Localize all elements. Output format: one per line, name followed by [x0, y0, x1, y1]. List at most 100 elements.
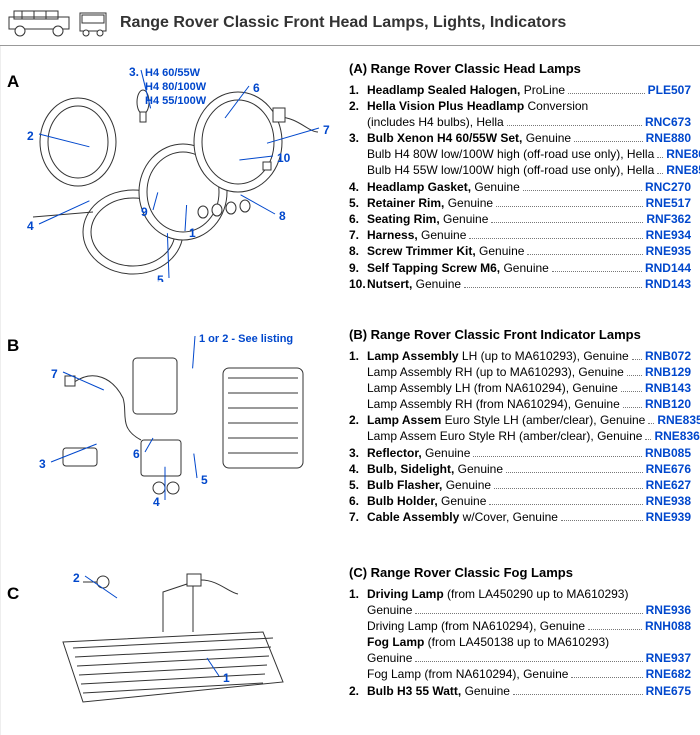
- part-row: 7.Cable Assembly w/Cover, GenuineRNE939: [349, 509, 691, 525]
- vehicle-side-icon: [8, 9, 72, 37]
- part-row: 7.Harness, GenuineRNE934: [349, 227, 691, 243]
- vehicle-icon-group: [8, 9, 108, 37]
- part-sku-link[interactable]: RNC673: [645, 114, 691, 130]
- diagram-c: 12: [23, 552, 343, 722]
- part-row: 3.Bulb Xenon H4 60/55W Set, GenuineRNE88…: [349, 130, 691, 146]
- part-number: 2.: [349, 98, 367, 114]
- part-number: 5.: [349, 477, 367, 493]
- part-sku-link[interactable]: RNE869: [666, 146, 700, 162]
- part-sku-link[interactable]: RNE936: [646, 602, 691, 618]
- part-desc: Driving Lamp (from NA610294), Genuine: [367, 618, 585, 634]
- part-desc: Hella Vision Plus Headlamp Conversion: [367, 98, 588, 114]
- part-sku-link[interactable]: RNH088: [645, 618, 691, 634]
- part-desc: Self Tapping Screw M6, Genuine: [367, 260, 549, 276]
- callout-label: H4 60/55W: [145, 67, 201, 79]
- part-sku-link[interactable]: RNE682: [646, 666, 691, 682]
- section-label: A: [7, 72, 19, 92]
- part-sku-link[interactable]: RNE938: [646, 493, 691, 509]
- part-number: 5.: [349, 195, 367, 211]
- part-desc: Bulb, Sidelight, Genuine: [367, 461, 503, 477]
- part-sku-link[interactable]: RNE835: [657, 412, 700, 428]
- part-sku-link[interactable]: RNE517: [646, 195, 691, 211]
- callout-label: 1: [223, 671, 230, 685]
- part-sku-link[interactable]: RNE937: [646, 650, 691, 666]
- part-sku-link[interactable]: RND144: [645, 260, 691, 276]
- section-label: B: [7, 336, 19, 356]
- leader-dots: [552, 262, 642, 272]
- part-row: Lamp Assem Euro Style RH (amber/clear), …: [349, 428, 691, 444]
- part-desc: Screw Trimmer Kit, Genuine: [367, 243, 524, 259]
- part-desc: Bulb H4 80W low/100W high (off-road use …: [367, 146, 654, 162]
- part-sku-link[interactable]: RNB143: [645, 380, 691, 396]
- part-sku-link[interactable]: RND143: [645, 276, 691, 292]
- callout-label: 6: [133, 447, 140, 461]
- leader-dots: [568, 84, 645, 94]
- part-desc: Headlamp Gasket, Genuine: [367, 179, 520, 195]
- callout-label: 6: [253, 81, 260, 95]
- callout-label: 2: [73, 571, 80, 585]
- part-row: 9.Self Tapping Screw M6, GenuineRND144: [349, 260, 691, 276]
- part-row: 2.Bulb H3 55 Watt, GenuineRNE675: [349, 683, 691, 699]
- section-label: C: [7, 584, 19, 604]
- leader-dots: [469, 230, 642, 240]
- leader-dots: [657, 165, 663, 175]
- callout-label: 3: [39, 457, 46, 471]
- leader-dots: [645, 431, 651, 441]
- part-desc: Harness, Genuine: [367, 227, 466, 243]
- part-desc: Reflector, Genuine: [367, 445, 470, 461]
- page-root: Range Rover Classic Front Head Lamps, Li…: [0, 0, 700, 735]
- part-sku-link[interactable]: RNE852: [666, 162, 700, 178]
- part-desc: Genuine: [367, 602, 412, 618]
- part-sku-link[interactable]: RNB085: [645, 445, 691, 461]
- part-sku-link[interactable]: RNF362: [646, 211, 691, 227]
- callout-label: 4: [27, 219, 34, 233]
- parts-listing: (C) Range Rover Classic Fog Lamps1.Drivi…: [349, 564, 691, 699]
- part-row: 1.Headlamp Sealed Halogen, ProLinePLE507: [349, 82, 691, 98]
- leader-dots: [513, 685, 643, 695]
- part-sku-link[interactable]: RNC270: [645, 179, 691, 195]
- diagram-a: 123.H4 60/55WH4 80/100WH4 55/100W4567891…: [23, 62, 343, 282]
- part-sku-link[interactable]: RNE627: [646, 477, 691, 493]
- leader-dots: [527, 246, 642, 256]
- part-number: 2.: [349, 412, 367, 428]
- part-sku-link[interactable]: RNB120: [645, 396, 691, 412]
- part-sku-link[interactable]: PLE507: [648, 82, 691, 98]
- part-row: Lamp Assembly RH (from NA610294), Genuin…: [349, 396, 691, 412]
- page-header: Range Rover Classic Front Head Lamps, Li…: [0, 0, 700, 46]
- part-number: 4.: [349, 461, 367, 477]
- part-sku-link[interactable]: RNE935: [646, 243, 691, 259]
- part-row: (includes H4 bulbs), HellaRNC673: [349, 114, 691, 130]
- part-sku-link[interactable]: RNE675: [646, 683, 691, 699]
- part-sku-link[interactable]: RNE676: [646, 461, 691, 477]
- parts-listing: (A) Range Rover Classic Head Lamps1.Head…: [349, 60, 691, 292]
- leader-dots: [507, 116, 642, 126]
- leader-dots: [489, 496, 642, 506]
- part-number: 3.: [349, 130, 367, 146]
- part-row: Lamp Assembly RH (up to MA610293), Genui…: [349, 364, 691, 380]
- callout-label: H4 55/100W: [145, 95, 207, 107]
- vehicle-rear-icon: [78, 9, 108, 37]
- part-sku-link[interactable]: RNE934: [646, 227, 691, 243]
- part-desc: Headlamp Sealed Halogen, ProLine: [367, 82, 565, 98]
- callout-label: 5: [157, 273, 164, 282]
- part-row: 8.Screw Trimmer Kit, GenuineRNE935: [349, 243, 691, 259]
- part-sku-link[interactable]: RNE880: [646, 130, 691, 146]
- part-number: 10.: [349, 276, 367, 292]
- part-desc: Lamp Assembly LH (up to MA610293), Genui…: [367, 348, 629, 364]
- part-desc: Bulb H4 55W low/100W high (off-road use …: [367, 162, 654, 178]
- callout-label: 10: [277, 151, 291, 165]
- part-sku-link[interactable]: RNB072: [645, 348, 691, 364]
- part-row: Lamp Assembly LH (from NA610294), Genuin…: [349, 380, 691, 396]
- leader-dots: [648, 415, 654, 425]
- part-number: 1.: [349, 348, 367, 364]
- callout-label: 3.: [129, 65, 139, 79]
- part-row: 3.Reflector, GenuineRNB085: [349, 445, 691, 461]
- part-desc: Lamp Assembly RH (from NA610294), Genuin…: [367, 396, 620, 412]
- part-desc: Driving Lamp (from LA450290 up to MA6102…: [367, 586, 628, 602]
- part-desc: Fog Lamp (from LA450138 up to MA610293): [367, 634, 609, 650]
- part-sku-link[interactable]: RNE836: [654, 428, 699, 444]
- part-sku-link[interactable]: RNB129: [645, 364, 691, 380]
- leader-dots: [523, 181, 642, 191]
- part-sku-link[interactable]: RNE939: [646, 509, 691, 525]
- part-row: 2.Hella Vision Plus Headlamp Conversion: [349, 98, 691, 114]
